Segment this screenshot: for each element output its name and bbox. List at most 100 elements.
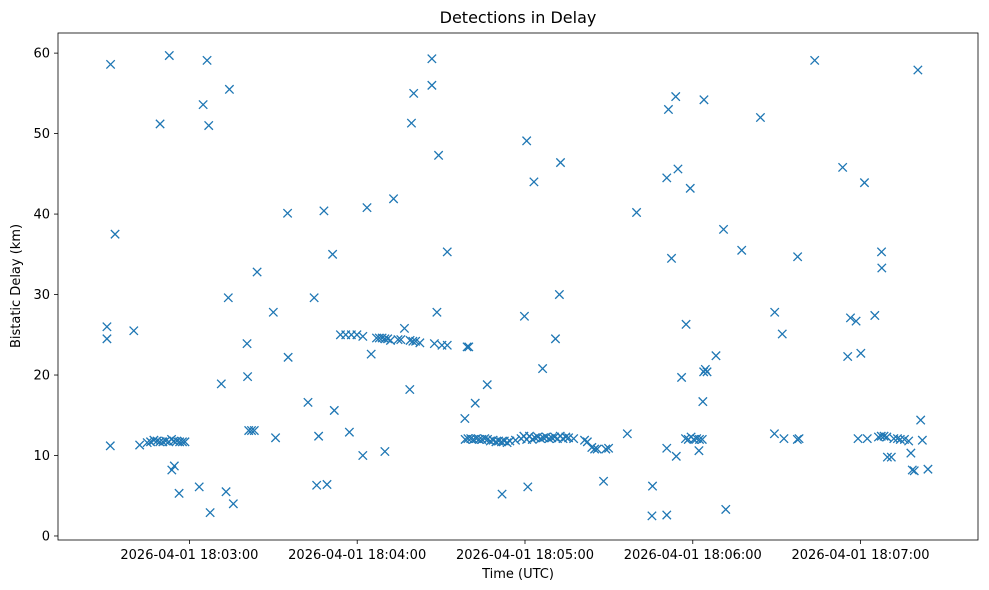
data-point bbox=[589, 444, 600, 454]
data-point bbox=[862, 433, 872, 444]
x-tick-label: 2026-04-01 18:03:00 bbox=[120, 548, 258, 563]
data-point bbox=[202, 55, 212, 66]
data-point bbox=[283, 352, 293, 362]
x-tick-label: 2026-04-01 18:07:00 bbox=[792, 548, 930, 563]
data-point bbox=[561, 432, 571, 442]
data-point bbox=[433, 150, 444, 160]
data-point bbox=[319, 206, 329, 216]
data-point bbox=[662, 443, 672, 453]
data-point bbox=[164, 50, 174, 61]
data-point bbox=[464, 342, 474, 352]
data-point bbox=[270, 433, 281, 443]
data-point bbox=[622, 429, 632, 439]
data-point bbox=[587, 442, 597, 453]
data-point bbox=[396, 334, 406, 345]
y-tick-label: 30 bbox=[33, 288, 50, 303]
data-point bbox=[882, 432, 892, 442]
data-point bbox=[134, 440, 145, 450]
data-point bbox=[480, 433, 490, 444]
data-point bbox=[853, 433, 863, 444]
data-point bbox=[886, 452, 896, 462]
data-point bbox=[246, 425, 257, 436]
data-point bbox=[671, 91, 681, 102]
data-point bbox=[647, 481, 658, 491]
plot-frame bbox=[57, 32, 979, 541]
data-point bbox=[837, 162, 848, 173]
data-point bbox=[631, 207, 642, 218]
data-point bbox=[666, 253, 677, 263]
data-point bbox=[535, 433, 546, 444]
data-point bbox=[544, 433, 554, 444]
y-tick-label: 40 bbox=[33, 208, 50, 223]
data-point bbox=[663, 104, 674, 115]
data-point bbox=[698, 396, 708, 407]
y-tick-label: 20 bbox=[33, 369, 50, 384]
data-point bbox=[923, 464, 933, 474]
x-tick-label: 2026-04-01 18:04:00 bbox=[288, 548, 426, 563]
data-point bbox=[204, 120, 214, 131]
data-point bbox=[385, 335, 396, 346]
data-point bbox=[427, 80, 437, 90]
y-axis-label: Bistatic Delay (km) bbox=[9, 224, 24, 348]
data-point bbox=[879, 431, 889, 441]
data-point bbox=[470, 398, 480, 408]
data-point bbox=[851, 316, 861, 326]
data-point bbox=[409, 88, 419, 99]
data-point bbox=[582, 437, 593, 447]
data-point bbox=[770, 307, 780, 317]
x-axis: 2026-04-01 18:03:00 2026-04-01 18:04:00 20… bbox=[120, 540, 930, 563]
data-point bbox=[180, 437, 190, 447]
data-point bbox=[362, 202, 372, 213]
data-point bbox=[779, 433, 789, 444]
data-point bbox=[380, 334, 390, 344]
data-point bbox=[876, 247, 887, 257]
data-point bbox=[344, 427, 355, 437]
data-point bbox=[497, 489, 507, 499]
data-point bbox=[223, 293, 233, 303]
data-point bbox=[676, 372, 687, 383]
data-point bbox=[312, 480, 322, 490]
data-point bbox=[694, 434, 705, 445]
data-point bbox=[792, 252, 803, 262]
data-point bbox=[161, 436, 171, 446]
data-point bbox=[603, 443, 614, 453]
data-point bbox=[502, 437, 512, 448]
y-tick-label: 10 bbox=[33, 449, 50, 464]
data-point bbox=[711, 351, 721, 361]
data-point bbox=[906, 448, 916, 458]
data-point bbox=[519, 311, 530, 321]
data-point bbox=[647, 511, 657, 521]
data-point bbox=[393, 334, 403, 345]
data-point bbox=[554, 289, 565, 300]
data-point bbox=[442, 247, 452, 257]
data-point bbox=[527, 434, 537, 445]
data-point bbox=[105, 59, 116, 70]
data-point bbox=[388, 194, 399, 204]
data-point bbox=[721, 504, 731, 515]
data-point bbox=[598, 476, 609, 486]
data-point bbox=[662, 173, 672, 183]
x-axis-label: Time (UTC) bbox=[481, 567, 554, 582]
data-point bbox=[110, 229, 120, 239]
data-point bbox=[268, 307, 278, 317]
data-point bbox=[895, 434, 905, 445]
data-point bbox=[442, 340, 452, 350]
data-point bbox=[105, 441, 115, 451]
data-point bbox=[366, 349, 376, 359]
data-point bbox=[194, 482, 204, 492]
data-point bbox=[429, 338, 440, 349]
data-point bbox=[167, 465, 177, 475]
data-point bbox=[671, 451, 681, 461]
data-point bbox=[142, 437, 152, 448]
data-point bbox=[380, 446, 390, 457]
data-point bbox=[224, 84, 235, 94]
x-tick-label: 2026-04-01 18:06:00 bbox=[624, 548, 762, 563]
data-point bbox=[681, 319, 691, 329]
data-point bbox=[697, 434, 707, 445]
data-point bbox=[242, 371, 253, 382]
data-point bbox=[102, 322, 112, 332]
data-point bbox=[358, 331, 368, 342]
data-series-detections bbox=[102, 50, 933, 521]
chart-title: Detections in Delay bbox=[440, 8, 597, 27]
data-point bbox=[699, 95, 709, 105]
